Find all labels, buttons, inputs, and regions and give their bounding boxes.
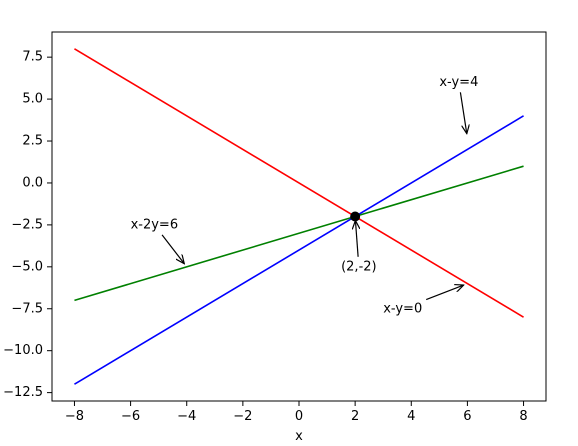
x-tick-label: 8 xyxy=(519,409,527,424)
annotation-arrow-0 xyxy=(459,92,466,133)
plot-background xyxy=(52,32,546,401)
x-tick-label: −8 xyxy=(65,409,84,424)
y-tick-label: 2.5 xyxy=(22,134,43,149)
annotation-label-1: x-2y=6 xyxy=(131,217,179,232)
annotation-label-0: x-y=4 xyxy=(439,75,478,90)
y-tick-label: 0.0 xyxy=(22,175,43,190)
x-tick-label: −4 xyxy=(177,409,196,424)
annotation-arrow-1 xyxy=(161,234,184,264)
y-tick-label: −7.5 xyxy=(11,301,43,316)
annotation-arrow-3 xyxy=(425,285,463,301)
series-lines xyxy=(74,48,524,385)
plot-area xyxy=(52,32,546,401)
y-tick-label: −5.0 xyxy=(11,259,43,274)
x-tick-label: 6 xyxy=(463,409,471,424)
x-tick-label: 4 xyxy=(407,409,415,424)
axes: −8 −6 −4 −2 0 2 4 6 8 7.5 5.0 2.5 0.0 −2.5 −5.0 −7.5 −10… xyxy=(3,31,547,424)
x-axis-title: x xyxy=(295,429,303,444)
y-tick-label: 5.0 xyxy=(22,92,43,107)
intersection-point-0 xyxy=(350,211,361,222)
annotations: x-y=4 x-2y=6 (2,-2) x-y=0 xyxy=(131,75,479,316)
data-points xyxy=(350,211,361,222)
x-tick-label: −6 xyxy=(121,409,140,424)
annotation-label-2: (2,-2) xyxy=(341,259,377,274)
y-tick-label: −2.5 xyxy=(11,217,43,232)
annotation-label-3: x-y=0 xyxy=(383,301,422,316)
x-tick-label: 2 xyxy=(351,409,359,424)
y-tick-label: −12.5 xyxy=(3,385,43,400)
y-tick-label: −10.0 xyxy=(3,343,43,358)
series-line-2 xyxy=(74,165,524,302)
x-tick-label: 0 xyxy=(295,409,303,424)
y-tick-label: 7.5 xyxy=(22,50,43,65)
series-line-0 xyxy=(74,48,524,318)
series-line-1 xyxy=(74,115,524,385)
annotation-arrow-2 xyxy=(355,220,358,257)
x-tick-label: −2 xyxy=(233,409,252,424)
